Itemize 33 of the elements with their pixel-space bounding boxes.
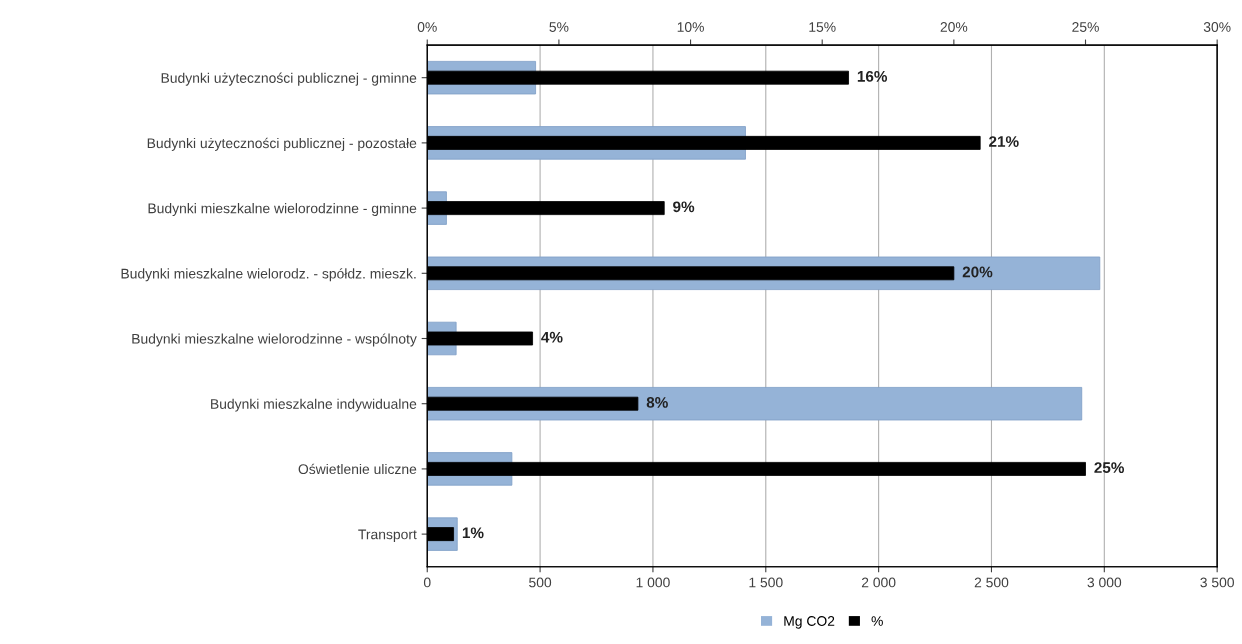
x-tick-label: 1 000 bbox=[636, 577, 670, 588]
legend-label: % bbox=[871, 616, 883, 626]
x-tick-label: 2 000 bbox=[861, 577, 896, 588]
y-tick-label: Oświetlenie uliczne bbox=[298, 463, 417, 475]
data-label: 16% bbox=[857, 70, 888, 82]
y-tick-label: Budynki użyteczności publicznej - gminne bbox=[161, 72, 417, 86]
x2-tick-label: 10% bbox=[677, 22, 704, 32]
y-tick-label: Budynki mieszkalne wielorodz. - spółdz. mieszk. bbox=[121, 268, 416, 282]
y-tick-label: Budynki mieszkalne wielorodzinne - gminne bbox=[148, 203, 417, 217]
data-label: 25% bbox=[1094, 462, 1125, 474]
data-label: 1% bbox=[462, 527, 484, 539]
x-tick-label: 1 500 bbox=[749, 577, 783, 588]
x-tick-label: 0 bbox=[423, 577, 431, 588]
x-tick-label: 500 bbox=[529, 577, 552, 588]
y-tick-label: Budynki mieszkalne indywidualne bbox=[211, 398, 417, 412]
data-label: 20% bbox=[962, 266, 993, 278]
data-label: 8% bbox=[646, 396, 668, 408]
legend-label: Mg CO2 bbox=[784, 616, 835, 629]
y-tick-label: Budynki użyteczności publicznej - pozostałe bbox=[147, 137, 417, 151]
x2-tick-label: 20% bbox=[940, 22, 968, 32]
data-label: 9% bbox=[673, 201, 695, 213]
x-tick-label: 3 500 bbox=[1200, 577, 1234, 588]
x2-tick-label: 25% bbox=[1072, 22, 1099, 32]
x-tick-label: 2 500 bbox=[974, 577, 1009, 588]
data-label: 4% bbox=[541, 331, 563, 343]
x-tick-label: 3 000 bbox=[1087, 577, 1122, 588]
x2-tick-label: 0% bbox=[417, 22, 437, 32]
x2-tick-label: 30% bbox=[1203, 22, 1231, 32]
x2-tick-label: 15% bbox=[809, 22, 836, 32]
data-label: 21% bbox=[989, 136, 1019, 147]
y-tick-label: Budynki mieszkalne wielorodzinne - wspólnoty bbox=[132, 333, 417, 347]
x2-tick-label: 5% bbox=[549, 22, 569, 32]
y-tick-label: Transport bbox=[358, 529, 417, 543]
